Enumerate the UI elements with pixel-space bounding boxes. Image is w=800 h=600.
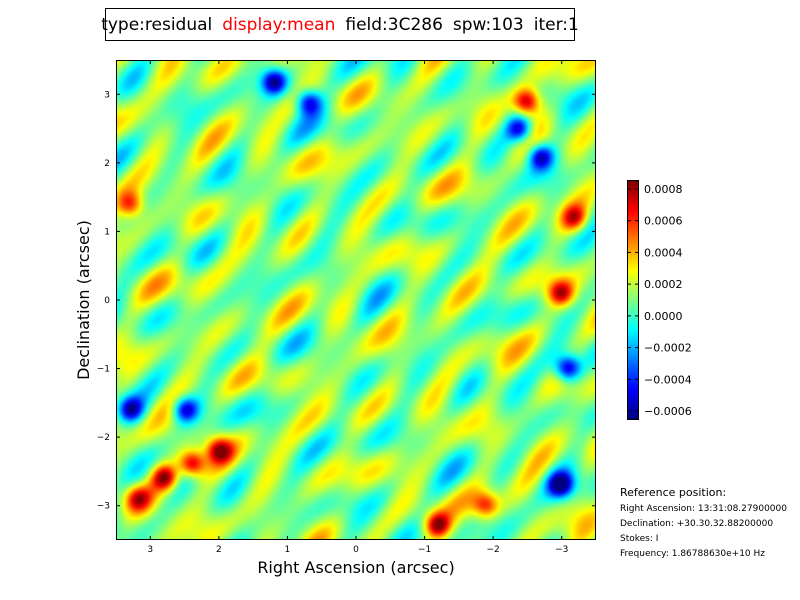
reference-dec: Declination: +30.30.32.88200000 (620, 519, 774, 529)
plot-title-box: type:residual display:mean field:3C286 s… (101, 8, 579, 41)
x-tick-label: 1 (285, 545, 291, 555)
reference-frequency: Frequency: 1.86788630e+10 Hz (620, 549, 766, 559)
reference-title: Reference position: (620, 486, 727, 499)
title-display: display:mean (222, 14, 336, 35)
colorbar (627, 180, 639, 420)
x-tick-label: 0 (353, 545, 359, 555)
colorbar-tick-label: −0.0004 (644, 373, 692, 386)
y-tick-label: −2 (97, 433, 110, 443)
y-tick-label: 0 (104, 296, 110, 306)
y-tick-label: 3 (104, 90, 110, 100)
title-iter: iter:1 (533, 14, 579, 35)
residual-image[interactable] (116, 60, 596, 540)
title-spw: spw:103 (452, 14, 524, 35)
colorbar-tick-label: 0.0004 (644, 246, 683, 259)
x-tick-label: −2 (487, 545, 500, 555)
colorbar-tick-label: 0.0000 (644, 310, 683, 323)
colorbar-tick-label: −0.0002 (644, 342, 692, 355)
x-tick-label: −1 (418, 545, 431, 555)
x-tick-label: 2 (216, 545, 222, 555)
title-field: field:3C286 (345, 14, 443, 35)
y-tick-label: 1 (104, 227, 110, 237)
y-axis-label: Declination (arcsec) (74, 220, 93, 380)
y-tick-label: 2 (104, 159, 110, 169)
reference-ra: Right Ascension: 13:31:08.27900000 (620, 504, 787, 514)
x-axis-label: Right Ascension (arcsec) (257, 558, 454, 577)
x-tick-label: −3 (555, 545, 568, 555)
colorbar-tick-label: −0.0006 (644, 405, 692, 418)
colorbar-tick-label: 0.0002 (644, 278, 683, 291)
reference-position-block: Reference position: Right Ascension: 13:… (620, 485, 787, 562)
colorbar-tick-label: 0.0008 (644, 183, 683, 196)
colorbar-tick-label: 0.0006 (644, 215, 683, 228)
y-tick-label: −1 (97, 365, 110, 375)
colorbar-gradient (628, 181, 638, 419)
y-tick-label: −3 (97, 502, 110, 512)
title-type: type:residual (101, 14, 213, 35)
reference-stokes: Stokes: I (620, 534, 659, 544)
heatmap-canvas (117, 61, 595, 539)
x-tick-label: 3 (147, 545, 153, 555)
